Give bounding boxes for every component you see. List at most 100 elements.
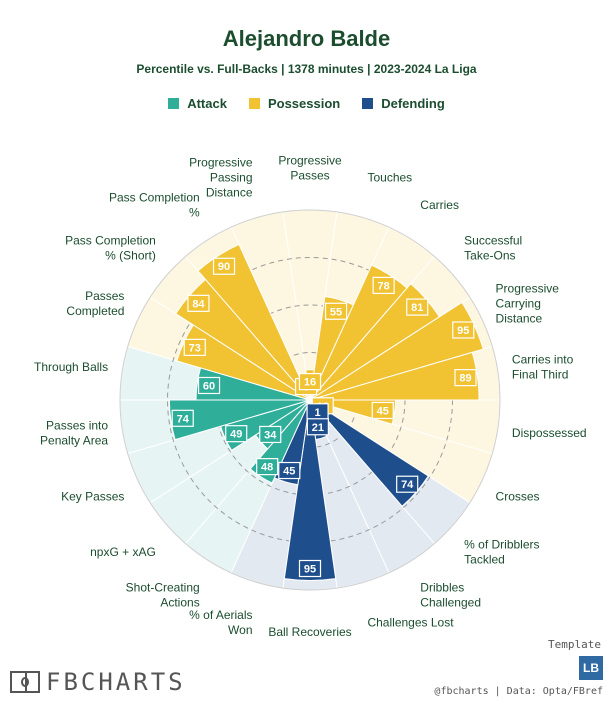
category-label-line: Completed — [66, 304, 124, 318]
category-label: Pass Completion% (Short) — [65, 234, 156, 263]
category-label-line: Dispossessed — [512, 426, 587, 440]
category-label-line: Successful — [464, 234, 522, 248]
value-label: 74 — [177, 413, 190, 425]
legend-item-attack: Attack — [168, 96, 227, 111]
category-label-line: Take-Ons — [464, 249, 515, 263]
value-label-box — [452, 321, 475, 339]
category-label-line: Key Passes — [61, 489, 124, 503]
bar — [197, 243, 311, 401]
value-label: 45 — [377, 405, 389, 417]
category-label: Passes Completed — [66, 289, 124, 318]
value-label: 74 — [401, 479, 414, 491]
category-label-line: % — [189, 205, 200, 219]
category-label-line: Pass Completion — [65, 234, 156, 248]
category-label: Progressive Passes — [278, 154, 342, 183]
value-label: 45 — [283, 466, 295, 478]
value-label-box — [183, 338, 206, 356]
category-label-line: % (Short) — [105, 249, 156, 263]
value-label: 84 — [192, 298, 205, 310]
outer-ring — [119, 209, 501, 591]
data-credit: @fbcharts | Data: Opta/FBref — [434, 686, 603, 697]
category-label-line: Passes into — [46, 419, 108, 433]
category-label-line: Pass Completion — [109, 190, 200, 204]
chart-subtitle: Percentile vs. Full-Backs | 1378 minutes… — [136, 62, 477, 76]
value-label: 95 — [457, 325, 469, 337]
legend-label-possession: Possession — [267, 96, 341, 111]
category-label: Passes into Penalty Area — [40, 419, 108, 448]
value-label-box — [371, 401, 394, 420]
bar — [309, 351, 480, 401]
value-label-box — [256, 458, 279, 476]
category-label-line: Carries — [420, 198, 459, 212]
value-label: 78 — [378, 280, 390, 292]
value-label-box — [454, 369, 477, 387]
template-label: Template — [548, 638, 601, 651]
bar — [283, 399, 337, 581]
value-label: 1 — [315, 407, 321, 419]
chart-title: Alejandro Balde — [222, 26, 391, 51]
category-label-line: Progressive — [278, 154, 342, 168]
value-label-box — [171, 409, 194, 427]
value-label: 55 — [330, 306, 342, 318]
category-label-line: Dribbles — [420, 581, 464, 595]
value-label-box — [324, 302, 348, 320]
category-label-line: Progressive — [496, 282, 560, 296]
pitch-icon — [10, 671, 40, 693]
category-label-line: Passing — [210, 170, 253, 184]
category-label: Carries into Final Third — [512, 352, 574, 381]
value-label: 21 — [312, 422, 324, 434]
value-labels: 8490616557881958945127412195454834497460… — [171, 257, 477, 578]
value-label: 89 — [459, 373, 471, 385]
value-label-box — [225, 425, 248, 443]
category-label: Carries — [420, 198, 459, 212]
legend-swatch-defending — [362, 98, 374, 109]
category-label: Through Balls — [34, 360, 108, 374]
value-label-box — [197, 376, 221, 395]
category-label: Progressive Carrying Distance — [496, 282, 560, 326]
category-label-line: npxG + xAG — [90, 545, 156, 559]
value-label: 48 — [261, 462, 273, 474]
category-label-line: Carries into — [512, 352, 574, 366]
value-label-box — [406, 298, 429, 316]
value-label: 34 — [264, 429, 277, 441]
category-label: Successful Take-Ons — [464, 234, 522, 263]
category-label-line: Tackled — [464, 552, 505, 566]
value-label-box — [212, 257, 236, 275]
category-label: Progressive Passing Distance — [189, 155, 253, 199]
category-label: % of Dribblers Tackled — [464, 537, 539, 566]
value-label: 95 — [304, 564, 316, 576]
legend-label-defending: Defending — [381, 96, 445, 111]
category-label-line: Crosses — [496, 489, 540, 503]
legend-item-possession: Possession — [248, 96, 341, 111]
value-label-box — [278, 461, 301, 480]
category-label-line: % of Aerials — [189, 608, 252, 622]
value-label: 73 — [189, 342, 201, 354]
category-label-line: Passes — [290, 169, 329, 183]
value-label-box — [298, 559, 322, 578]
category-label-line: Won — [228, 623, 252, 637]
value-label: 49 — [230, 429, 242, 441]
value-label-box — [306, 418, 329, 436]
category-label-line: Final Third — [512, 367, 568, 381]
legend-label-attack: Attack — [187, 96, 227, 111]
value-label-box — [396, 475, 419, 493]
category-label-line: Distance — [496, 312, 543, 326]
category-label: npxG + xAG — [90, 545, 156, 559]
fbcharts-logo: FBCHARTS — [10, 668, 186, 696]
category-label-line: Challenges Lost — [367, 616, 454, 630]
legend-swatch-possession — [248, 98, 260, 109]
category-label-line: Progressive — [189, 155, 253, 169]
value-label: 90 — [218, 261, 230, 273]
value-label-box — [187, 294, 210, 312]
value-label: 60 — [203, 380, 215, 392]
legend: Attack Possession Defending — [0, 96, 613, 111]
legend-swatch-attack — [168, 98, 180, 109]
category-label: Shot-Creating Actions — [126, 581, 200, 610]
category-label-line: Carrying — [496, 297, 541, 311]
category-label-line: Ball Recoveries — [268, 625, 351, 639]
category-label: Dribbles Challenged — [420, 581, 481, 610]
legend-item-defending: Defending — [362, 96, 445, 111]
category-label-line: Through Balls — [34, 360, 108, 374]
category-label: Crosses — [496, 489, 540, 503]
